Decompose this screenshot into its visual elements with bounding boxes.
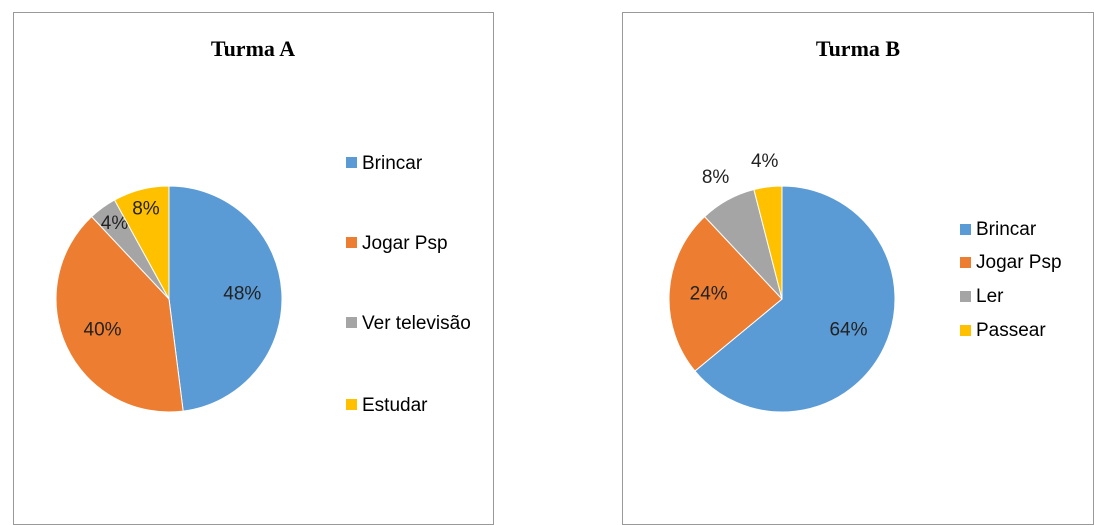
pie-slice [694, 185, 896, 413]
legend-item: Estudar [346, 393, 427, 423]
chart-title: Turma A [211, 36, 295, 61]
legend-item: Brincar [960, 218, 1036, 242]
data-label: 8% [702, 167, 730, 188]
chart-title: Turma B [816, 36, 900, 61]
legend-swatch [960, 257, 971, 268]
legend-label: Jogar Psp [976, 252, 1062, 273]
legend-label: Passear [976, 320, 1046, 341]
legend-label: Brincar [976, 219, 1037, 240]
legend-item: Brincar [346, 151, 422, 181]
data-label: 24% [690, 283, 728, 304]
pie-slice [168, 185, 283, 412]
legend-swatch [346, 237, 357, 248]
pie-slice [55, 215, 184, 413]
legend-swatch [346, 157, 357, 168]
data-label: 4% [101, 213, 129, 234]
legend-label: Brincar [362, 153, 423, 174]
legend-label: Jogar Psp [362, 233, 448, 254]
legend-label: Ler [976, 286, 1004, 307]
legend-item: Jogar Psp [960, 251, 1062, 275]
legend-swatch [960, 291, 971, 302]
pie-slice [113, 185, 170, 300]
data-label: 64% [829, 319, 867, 340]
legend-label: Ver televisão [362, 313, 471, 334]
data-label: 8% [132, 198, 160, 219]
legend-item: Ler [960, 285, 1003, 309]
data-label: 40% [84, 319, 122, 340]
legend-swatch [960, 224, 971, 235]
legend-item: Passear [960, 319, 1046, 343]
legend-swatch [960, 325, 971, 336]
pie-slice [668, 215, 783, 372]
data-label: 48% [223, 283, 261, 304]
legend-item: Ver televisão [346, 311, 471, 341]
legend-label: Estudar [362, 395, 428, 416]
pie-slice [753, 185, 783, 300]
legend-swatch [346, 317, 357, 328]
data-label: 4% [751, 151, 779, 172]
legend-item: Jogar Psp [346, 231, 448, 261]
legend-swatch [346, 399, 357, 410]
